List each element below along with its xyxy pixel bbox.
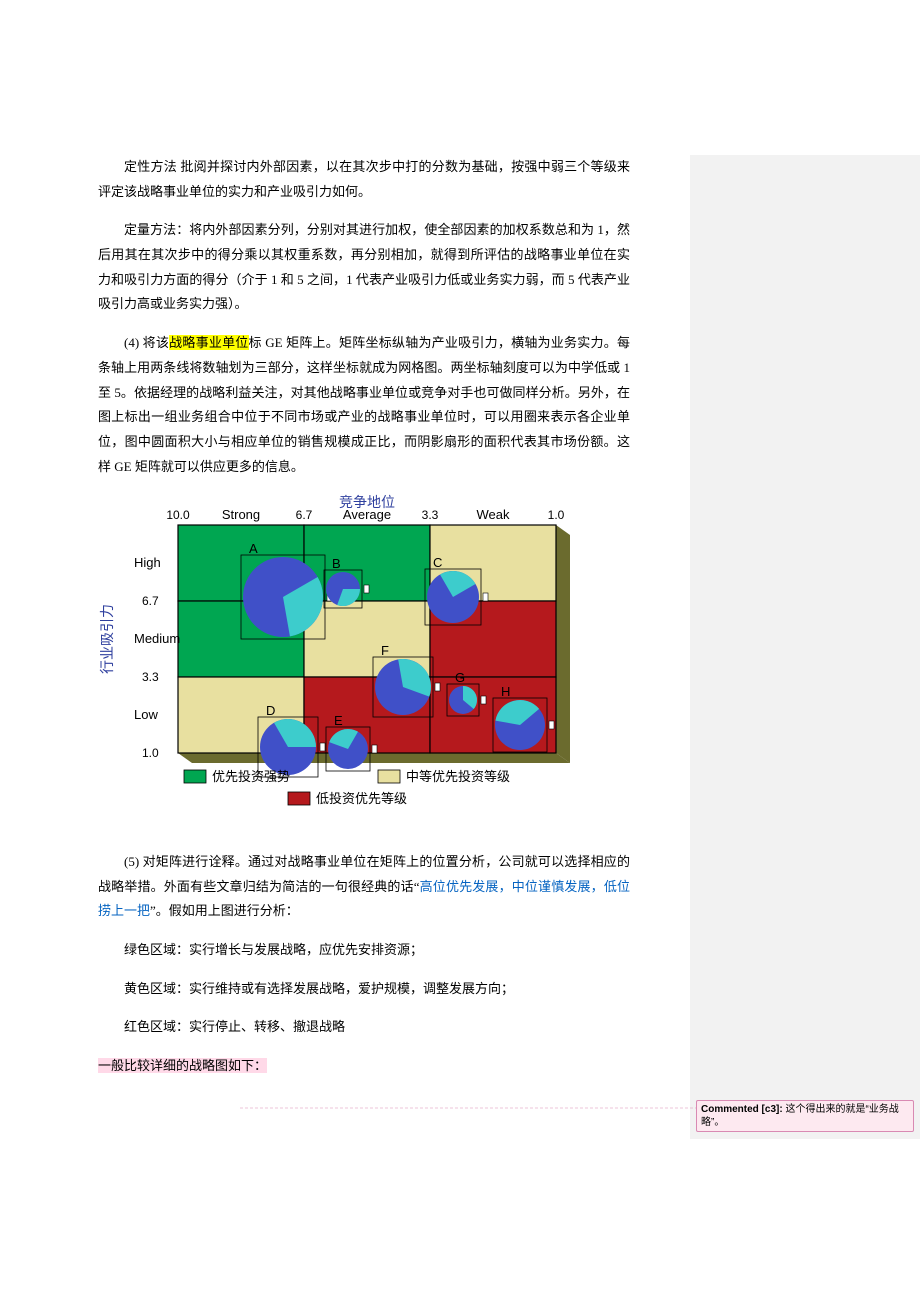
svg-text:低投资优先等级: 低投资优先等级 <box>316 791 407 806</box>
p3-post: 标 GE 矩阵上。矩阵坐标纵轴为产业吸引力，横轴为业务实力。每条轴上用两条线将数… <box>98 335 630 473</box>
svg-text:6.7: 6.7 <box>142 594 159 608</box>
para-step4: (4) 将该战略事业单位标 GE 矩阵上。矩阵坐标纵轴为产业吸引力，横轴为业务实… <box>98 331 630 479</box>
svg-text:优先投资强势: 优先投资强势 <box>212 769 290 784</box>
p3-pre: (4) 将该 <box>124 335 169 350</box>
svg-text:Low: Low <box>134 707 158 722</box>
para-strategy-intro: 一般比较详细的战略图如下： <box>98 1054 630 1079</box>
svg-text:Average: Average <box>343 507 391 522</box>
svg-text:行业吸引力: 行业吸引力 <box>100 604 116 674</box>
para-red: 红色区域：实行停止、转移、撤退战略 <box>98 1015 630 1040</box>
svg-text:1.0: 1.0 <box>548 508 565 522</box>
svg-text:F: F <box>381 643 389 658</box>
comment-pane: Commented [c3]: 这个得出来的就是“业务战略”。 <box>690 0 920 1139</box>
svg-text:10.0: 10.0 <box>166 508 190 522</box>
svg-text:High: High <box>134 555 161 570</box>
svg-text:6.7: 6.7 <box>296 508 313 522</box>
svg-text:Strong: Strong <box>222 507 260 522</box>
svg-text:E: E <box>334 713 343 728</box>
svg-text:D: D <box>266 703 275 718</box>
svg-text:3.3: 3.3 <box>142 670 159 684</box>
highlight-sbu: 战略事业单位 <box>169 335 248 350</box>
svg-text:3.3: 3.3 <box>422 508 439 522</box>
svg-text:A: A <box>249 541 258 556</box>
comment-label: Commented [c3]: <box>701 1104 783 1115</box>
highlight-strategy: 一般比较详细的战略图如下： <box>98 1058 267 1073</box>
document-body: 定性方法 批阅并探讨内外部因素，以在其次步中打的分数为基础，按强中弱三个等级来评… <box>0 0 690 1139</box>
para-quantitative: 定量方法：将内外部因素分列，分别对其进行加权，使全部因素的加权系数总和为 1，然… <box>98 218 630 317</box>
svg-text:H: H <box>501 684 510 699</box>
svg-text:Weak: Weak <box>477 507 510 522</box>
svg-text:中等优先投资等级: 中等优先投资等级 <box>406 769 510 784</box>
svg-text:Medium: Medium <box>134 631 180 646</box>
para-qualitative: 定性方法 批阅并探讨内外部因素，以在其次步中打的分数为基础，按强中弱三个等级来评… <box>98 155 630 204</box>
comment-c3[interactable]: Commented [c3]: 这个得出来的就是“业务战略”。 <box>696 1100 914 1132</box>
svg-text:G: G <box>455 670 465 685</box>
ge-matrix-chart: 竞争地位10.06.73.31.0StrongAverageWeak6.73.3… <box>98 493 630 832</box>
svg-text:B: B <box>332 556 341 571</box>
svg-text:1.0: 1.0 <box>142 746 159 760</box>
para-green: 绿色区域：实行增长与发展战略，应优先安排资源； <box>98 938 630 963</box>
svg-text:C: C <box>433 555 442 570</box>
para-step5: (5) 对矩阵进行诠释。通过对战略事业单位在矩阵上的位置分析，公司就可以选择相应… <box>98 850 630 924</box>
para-yellow: 黄色区域：实行维持或有选择发展战略，爱护规模，调整发展方向； <box>98 977 630 1002</box>
